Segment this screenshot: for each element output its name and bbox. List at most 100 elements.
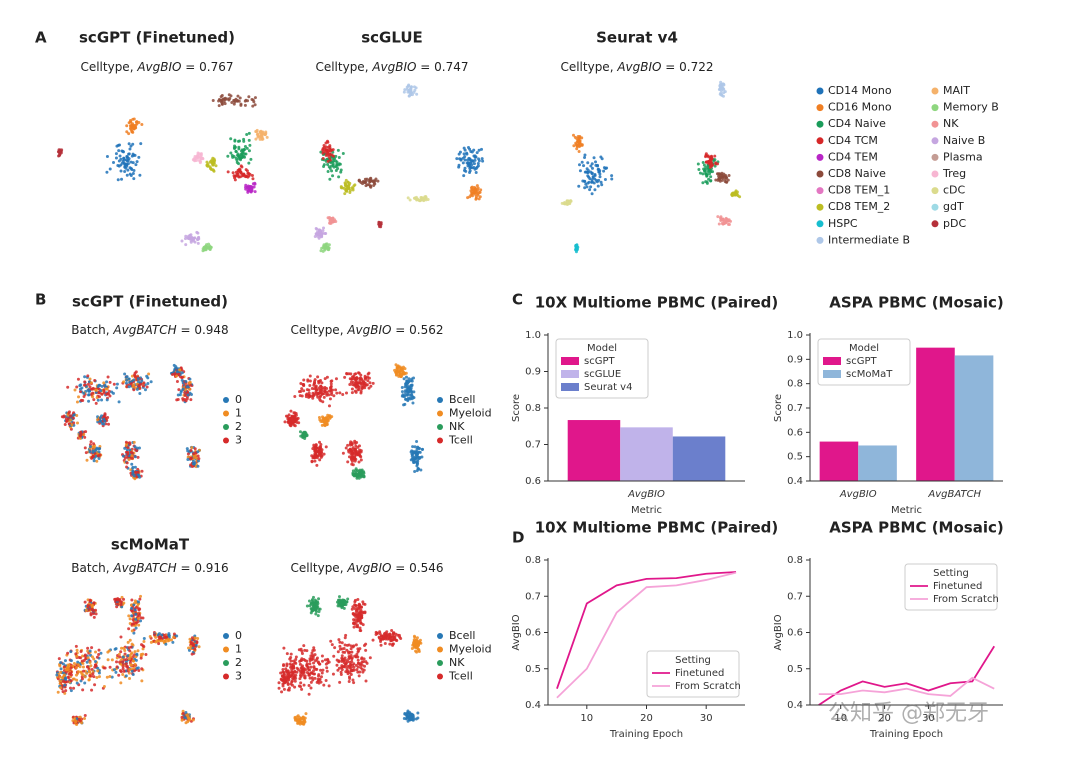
umap-point	[475, 151, 479, 155]
umap-point	[357, 452, 361, 456]
y-tick-label: 0.5	[525, 664, 541, 675]
x-tick-label: 20	[640, 713, 653, 724]
umap-point	[196, 241, 200, 245]
umap-point	[368, 656, 372, 660]
umap-point	[94, 650, 98, 654]
umap-point	[180, 715, 184, 719]
umap-point	[368, 184, 372, 188]
umap-point	[112, 668, 116, 672]
umap-point	[139, 382, 143, 386]
umap-point	[157, 642, 161, 646]
umap-point	[131, 470, 135, 474]
umap-point	[356, 658, 360, 662]
caption-part: AvgBIO	[346, 561, 391, 575]
umap-point	[306, 379, 310, 383]
umap-point	[350, 387, 354, 391]
umap-point	[578, 163, 582, 167]
umap-point	[345, 372, 349, 376]
umap-point	[368, 177, 372, 181]
umap-point	[127, 614, 131, 618]
umap-point	[125, 461, 129, 465]
umap-point	[472, 148, 476, 152]
umap-point	[124, 381, 128, 385]
umap-point	[353, 607, 357, 611]
umap-point	[88, 445, 92, 449]
umap-point	[315, 463, 319, 467]
umap-point	[405, 393, 409, 397]
umap-point	[73, 388, 77, 392]
umap-point	[98, 416, 102, 420]
umap-point	[317, 415, 321, 419]
umap-point	[140, 643, 144, 647]
umap-point	[455, 157, 459, 161]
umap-point	[296, 721, 300, 725]
umap-point	[183, 390, 187, 394]
umap-point	[97, 671, 101, 675]
umap-point	[597, 170, 601, 174]
umap-point	[325, 393, 329, 397]
umap-point	[480, 147, 484, 151]
umap-point	[309, 665, 313, 669]
umap-point	[335, 663, 339, 667]
umap-point	[319, 668, 323, 672]
umap-point	[118, 154, 122, 158]
y-tick-label: 1.0	[525, 330, 541, 341]
umap-point	[131, 130, 135, 134]
y-tick-label: 0.5	[787, 452, 803, 463]
umap-point	[72, 662, 76, 666]
umap-point	[76, 660, 80, 664]
umap-point	[410, 452, 414, 456]
umap-point	[253, 96, 257, 100]
umap-point	[130, 669, 134, 673]
umap-point	[105, 398, 109, 402]
caption-part: = 0.916	[177, 561, 229, 575]
umap-point	[250, 187, 254, 191]
umap-point	[126, 640, 130, 644]
umap-point	[128, 617, 132, 621]
umap-point	[92, 445, 96, 449]
umap-point	[413, 469, 417, 473]
umap-point	[94, 608, 98, 612]
umap-point	[349, 666, 353, 670]
umap-point	[575, 246, 579, 250]
umap-point	[92, 442, 96, 446]
umap-point	[123, 446, 127, 450]
umap-point	[329, 393, 333, 397]
umap-point	[119, 603, 123, 607]
umap-point	[344, 670, 348, 674]
umap-point	[314, 390, 318, 394]
umap-point	[419, 641, 423, 645]
umap-point	[335, 391, 339, 395]
umap-point	[582, 164, 586, 168]
umap-point	[196, 155, 200, 159]
umap-point	[92, 398, 96, 402]
umap-point	[602, 166, 606, 170]
umap-point	[127, 385, 131, 389]
umap-point	[120, 646, 124, 650]
umap-point	[121, 667, 125, 671]
umap-point	[364, 648, 368, 652]
umap-point	[196, 454, 200, 458]
umap-point	[83, 714, 87, 718]
umap-point	[357, 607, 361, 611]
umap-point	[340, 602, 344, 606]
legend-label: NK	[449, 656, 465, 669]
umap-point	[251, 104, 255, 108]
umap-point	[336, 650, 340, 654]
umap-point	[126, 452, 130, 456]
umap-point	[245, 169, 249, 173]
umap-point	[131, 171, 135, 175]
umap-point	[105, 170, 109, 174]
umap-point	[333, 646, 337, 650]
umap-point	[480, 157, 484, 161]
umap-point	[312, 669, 316, 673]
umap-point	[205, 243, 209, 247]
umap-point	[357, 371, 361, 375]
umap-point	[85, 660, 89, 664]
umap-point	[81, 661, 85, 665]
umap-point	[354, 390, 358, 394]
umap-point	[359, 381, 363, 385]
umap-point	[302, 383, 306, 387]
umap-point	[357, 661, 361, 665]
legend-title: Model	[849, 343, 879, 354]
